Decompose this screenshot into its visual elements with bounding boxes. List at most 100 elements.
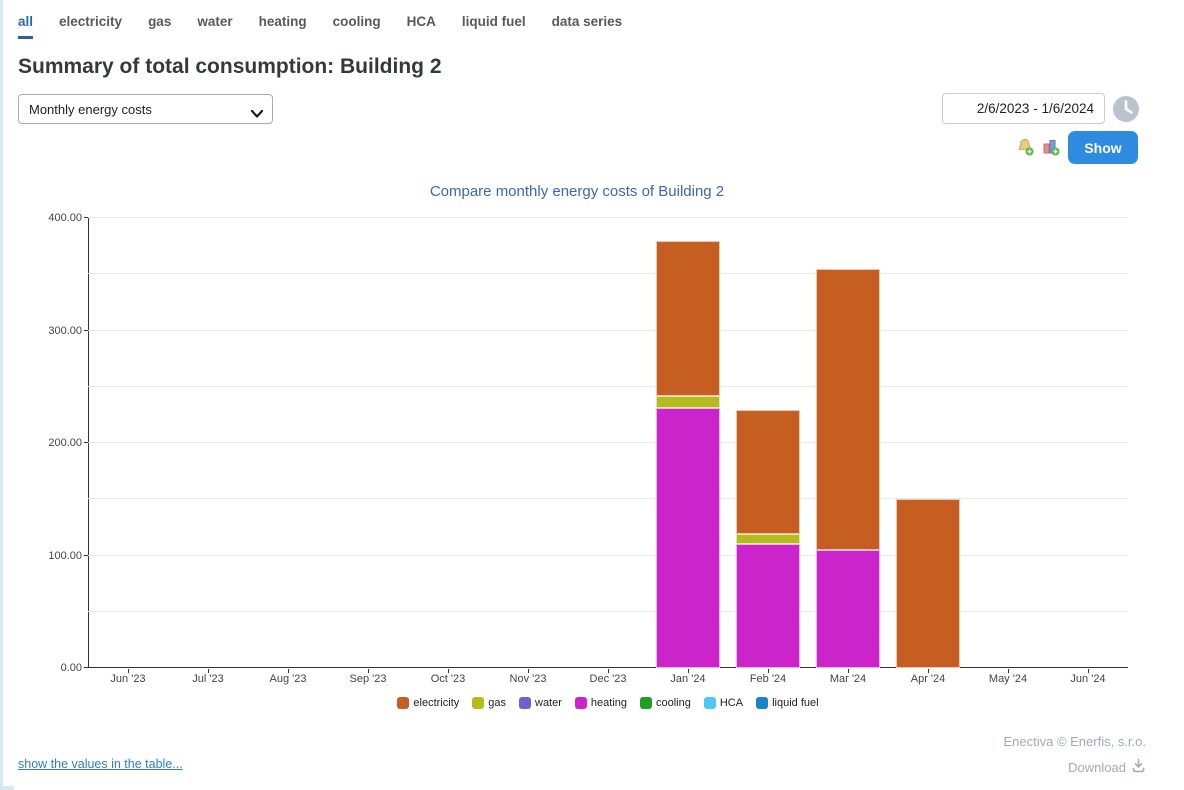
- x-axis-tick: [528, 669, 529, 673]
- energy-costs-chart: Compare monthly energy costs of Building…: [20, 180, 1134, 725]
- y-axis-tick-label: 100.00: [48, 549, 82, 562]
- legend-item-gas[interactable]: gas: [472, 697, 506, 709]
- x-axis-tick-label: May '24: [988, 673, 1028, 685]
- x-axis-tick-label: Apr '24: [910, 673, 946, 685]
- show-values-table-link[interactable]: show the values in the table...: [18, 757, 183, 771]
- x-axis-tick: [128, 669, 129, 673]
- gridline: [88, 217, 1128, 218]
- legend-label: HCA: [719, 697, 744, 709]
- x-axis-tick: [928, 669, 929, 673]
- legend-label: heating: [590, 697, 627, 709]
- clock-icon[interactable]: [1112, 95, 1140, 123]
- x-axis-tick-label: Jun '24: [1070, 673, 1106, 685]
- x-axis-tick-label: Dec '23: [589, 673, 627, 685]
- legend-item-cooling[interactable]: cooling: [640, 697, 691, 709]
- legend-swatch: [519, 697, 531, 709]
- x-axis-tick: [448, 669, 449, 673]
- y-axis-tick: [84, 667, 88, 668]
- legend-item-HCA[interactable]: HCA: [703, 697, 744, 709]
- chart-plot-area: 0.00 100.00 200.00 300.00 400.00 Jun '23 Jul '…: [48, 212, 1128, 685]
- y-axis-tick: [84, 329, 88, 331]
- x-axis-tick: [768, 669, 769, 673]
- show-button[interactable]: Show: [1068, 131, 1138, 164]
- legend-item-water[interactable]: water: [519, 697, 562, 709]
- y-axis-tick: [84, 217, 88, 218]
- legend-label: water: [535, 697, 562, 709]
- gridline: [88, 442, 1128, 443]
- bar-segment-electricity[interactable]: [896, 499, 960, 668]
- metric-select-wrap: Monthly energy costs: [18, 94, 273, 124]
- x-axis-tick: [848, 669, 849, 673]
- legend-swatch: [640, 697, 652, 709]
- legend-swatch: [756, 697, 769, 709]
- bar-segment-electricity[interactable]: [816, 268, 880, 550]
- y-axis-tick-label: 0.00: [60, 662, 82, 674]
- gridline: [88, 273, 1128, 275]
- download-button[interactable]: Download: [1068, 758, 1146, 776]
- gridline: [88, 554, 1128, 556]
- x-axis-tick: [688, 669, 689, 673]
- x-axis-tick: [1008, 669, 1009, 673]
- tab-HCA[interactable]: HCA: [406, 14, 436, 29]
- x-axis-tick-label: Aug '23: [269, 673, 307, 685]
- tab-all[interactable]: all: [18, 14, 34, 39]
- x-axis-tick-label: Sep '23: [349, 673, 387, 685]
- gridline: [88, 498, 1128, 500]
- legend-item-heating[interactable]: heating: [574, 697, 627, 709]
- bar-segment-electricity[interactable]: [736, 410, 800, 535]
- x-axis-tick: [288, 669, 289, 673]
- tab-electricity[interactable]: electricity: [59, 14, 123, 29]
- tab-cooling[interactable]: cooling: [332, 14, 381, 29]
- x-axis-tick: [1088, 669, 1089, 673]
- y-axis-line: [88, 218, 89, 668]
- x-axis-tick-label: Oct '23: [430, 673, 466, 685]
- tab-heating[interactable]: heating: [258, 14, 307, 29]
- legend-item-electricity[interactable]: electricity: [397, 697, 459, 709]
- chart-action-icons: [1016, 138, 1060, 156]
- date-range-input[interactable]: [942, 93, 1105, 124]
- legend-swatch: [574, 697, 587, 709]
- y-axis-tick-label: 300.00: [48, 324, 82, 337]
- add-alert-icon[interactable]: [1016, 138, 1034, 156]
- x-axis-tick-label: Jul '23: [192, 673, 224, 685]
- page-bottom-margin-strip: [0, 786, 14, 790]
- bar-segment-gas[interactable]: [656, 395, 720, 409]
- tab-data-series[interactable]: data series: [551, 14, 623, 29]
- y-axis-tick: [84, 442, 88, 443]
- legend-label: gas: [488, 697, 506, 709]
- bar-segment-heating[interactable]: [656, 408, 720, 668]
- tab-gas[interactable]: gas: [148, 14, 172, 29]
- gridline: [88, 385, 1128, 387]
- gridline: [88, 610, 1128, 612]
- y-axis-tick-label: 200.00: [48, 437, 82, 449]
- legend-swatch: [703, 697, 716, 709]
- copyright-text: Enectiva © Enerfis, s.r.o.: [1003, 734, 1146, 749]
- x-axis-tick-label: Feb '24: [749, 673, 787, 685]
- y-axis-tick: [84, 554, 88, 556]
- bar-segment-gas[interactable]: [736, 534, 800, 545]
- add-chart-icon[interactable]: [1042, 138, 1060, 156]
- tab-water[interactable]: water: [197, 14, 233, 29]
- legend-swatch: [472, 697, 485, 709]
- bar-segment-heating[interactable]: [736, 544, 800, 668]
- bar-segment-heating[interactable]: [816, 549, 880, 668]
- bar-segment-electricity[interactable]: [656, 240, 720, 396]
- legend-label: liquid fuel: [772, 697, 819, 709]
- download-icon: [1131, 758, 1146, 776]
- x-axis-tick: [368, 669, 369, 673]
- x-axis-tick-label: Jan '24: [670, 673, 706, 685]
- energy-type-tabbar: all electricity gas water heating cooling HCA l…: [18, 14, 622, 39]
- x-axis-tick-label: Nov '23: [509, 673, 547, 685]
- chart-legend: electricity gas water heating cooling HCA liqu…: [88, 697, 1128, 709]
- x-axis-tick: [208, 669, 209, 673]
- metric-select[interactable]: Monthly energy costs: [18, 94, 273, 124]
- page-title: Summary of total consumption: Building 2: [18, 55, 442, 78]
- chart-title: Compare monthly energy costs of Building…: [429, 183, 725, 200]
- x-axis-tick-label: Jun '23: [110, 673, 146, 685]
- x-axis-tick: [608, 669, 609, 673]
- legend-label: cooling: [656, 697, 691, 709]
- tab-liquid-fuel[interactable]: liquid fuel: [461, 14, 526, 29]
- legend-label: electricity: [413, 697, 460, 709]
- legend-item-liquid-fuel[interactable]: liquid fuel: [756, 697, 819, 709]
- legend-swatch: [397, 697, 410, 709]
